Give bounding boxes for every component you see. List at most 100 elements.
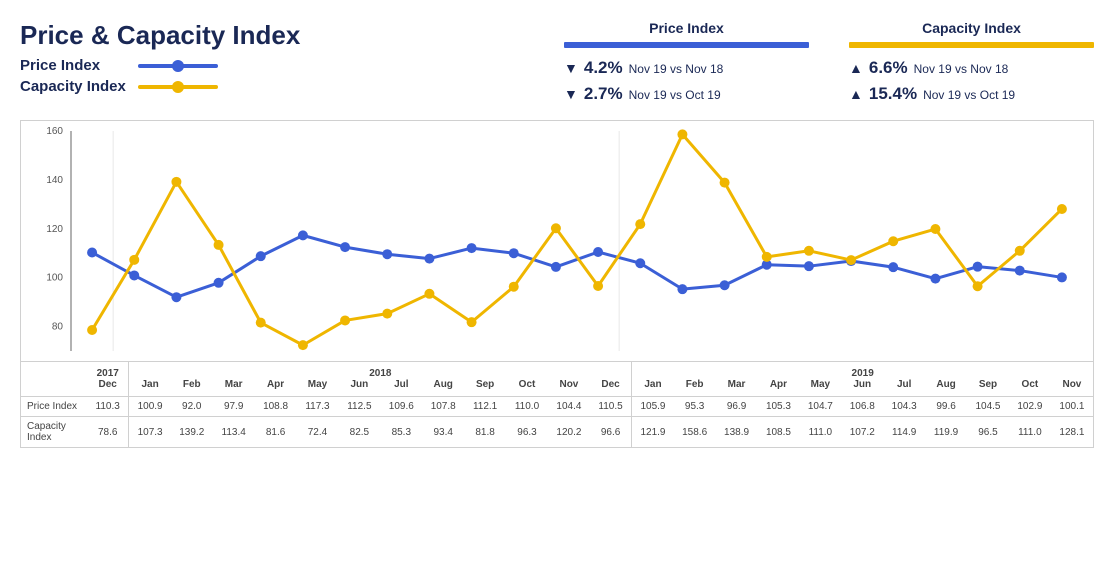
- summary-compare: Nov 19 vs Nov 18: [629, 62, 724, 76]
- summary-title: Capacity Index: [849, 20, 1094, 42]
- month-header: Aug: [422, 379, 464, 397]
- month-header: Jul: [380, 379, 422, 397]
- data-cell: 96.9: [716, 397, 758, 417]
- data-cell: 100.1: [1051, 397, 1093, 417]
- data-cell: 112.1: [464, 397, 506, 417]
- summary-percent: 2.7%: [584, 84, 623, 104]
- svg-text:160: 160: [46, 126, 63, 137]
- data-cell: 78.6: [87, 417, 129, 448]
- summary-compare: Nov 19 vs Oct 19: [629, 88, 721, 102]
- data-cell: 158.6: [674, 417, 716, 448]
- year-header: 2019: [632, 362, 1093, 379]
- data-cell: 96.6: [590, 417, 632, 448]
- data-cell: 104.5: [967, 397, 1009, 417]
- summary-percent: 4.2%: [584, 58, 623, 78]
- data-cell: 139.2: [171, 417, 213, 448]
- row-label: Price Index: [21, 397, 87, 417]
- data-cell: 106.8: [841, 397, 883, 417]
- month-header: Dec: [87, 379, 129, 397]
- data-cell: 81.8: [464, 417, 506, 448]
- data-cell: 95.3: [674, 397, 716, 417]
- data-cell: 110.0: [506, 397, 548, 417]
- month-header: Feb: [674, 379, 716, 397]
- summary-percent: 15.4%: [869, 84, 917, 104]
- month-header: Mar: [213, 379, 255, 397]
- month-header: Jul: [883, 379, 925, 397]
- svg-text:80: 80: [52, 322, 64, 333]
- data-cell: 99.6: [925, 397, 967, 417]
- summary-area: Price Index ▼ 4.2% Nov 19 vs Nov 18 ▼ 2.7% Nov…: [564, 20, 1094, 110]
- legend-item: Capacity Index: [20, 78, 300, 95]
- month-header: Apr: [758, 379, 800, 397]
- data-cell: 110.3: [87, 397, 129, 417]
- table-row: Capacity Index78.6107.3139.2113.481.672.…: [21, 417, 1093, 448]
- summary-stat: ▼ 4.2% Nov 19 vs Nov 18: [564, 58, 809, 78]
- legend-label: Price Index: [20, 57, 128, 74]
- data-cell: 97.9: [213, 397, 255, 417]
- month-header: Apr: [255, 379, 297, 397]
- data-cell: 104.4: [548, 397, 590, 417]
- data-cell: 120.2: [548, 417, 590, 448]
- legend-swatch: [138, 80, 218, 94]
- month-header: Nov: [1051, 379, 1093, 397]
- page-title: Price & Capacity Index: [20, 20, 300, 51]
- month-header: Jun: [338, 379, 380, 397]
- data-cell: 96.3: [506, 417, 548, 448]
- svg-text:100: 100: [46, 273, 63, 284]
- svg-text:120: 120: [46, 224, 63, 235]
- month-header: Aug: [925, 379, 967, 397]
- month-header: Sep: [967, 379, 1009, 397]
- month-header: Mar: [716, 379, 758, 397]
- legend-item: Price Index: [20, 57, 300, 74]
- down-arrow-icon: ▼: [564, 60, 578, 76]
- summary-compare: Nov 19 vs Nov 18: [914, 62, 1009, 76]
- year-header: 2018: [129, 362, 632, 379]
- data-cell: 107.8: [422, 397, 464, 417]
- table-row: Price Index110.3100.992.097.9108.8117.31…: [21, 397, 1093, 417]
- month-header: Jan: [129, 379, 171, 397]
- data-cell: 113.4: [213, 417, 255, 448]
- month-header: Jun: [841, 379, 883, 397]
- summary-bar: [849, 42, 1094, 48]
- data-cell: 110.5: [590, 397, 632, 417]
- month-header: Jan: [632, 379, 674, 397]
- up-arrow-icon: ▲: [849, 86, 863, 102]
- month-header: Oct: [506, 379, 548, 397]
- data-cell: 96.5: [967, 417, 1009, 448]
- down-arrow-icon: ▼: [564, 86, 578, 102]
- year-header: 2017: [87, 362, 129, 379]
- data-cell: 104.7: [799, 397, 841, 417]
- data-cell: 119.9: [925, 417, 967, 448]
- summary-bar: [564, 42, 809, 48]
- data-cell: 105.9: [632, 397, 674, 417]
- data-cell: 105.3: [758, 397, 800, 417]
- data-cell: 111.0: [799, 417, 841, 448]
- summary-column: Price Index ▼ 4.2% Nov 19 vs Nov 18 ▼ 2.7% Nov…: [564, 20, 809, 110]
- row-label: Capacity Index: [21, 417, 87, 448]
- summary-title: Price Index: [564, 20, 809, 42]
- data-cell: 81.6: [255, 417, 297, 448]
- summary-stat: ▲6.6%Nov 19 vs Nov 18: [849, 58, 1094, 78]
- summary-stat: ▼ 2.7% Nov 19 vs Oct 19: [564, 84, 809, 104]
- month-header: Oct: [1009, 379, 1051, 397]
- data-cell: 93.4: [422, 417, 464, 448]
- data-cell: 92.0: [171, 397, 213, 417]
- month-header: May: [799, 379, 841, 397]
- data-cell: 72.4: [297, 417, 339, 448]
- legend-label: Capacity Index: [20, 78, 128, 95]
- data-cell: 138.9: [716, 417, 758, 448]
- month-header: Nov: [548, 379, 590, 397]
- data-table: 201720182019 DecJanFebMarAprMayJunJulAug…: [21, 362, 1093, 447]
- up-arrow-icon: ▲: [849, 60, 863, 76]
- data-cell: 112.5: [338, 397, 380, 417]
- month-header: Feb: [171, 379, 213, 397]
- data-cell: 117.3: [297, 397, 339, 417]
- data-cell: 102.9: [1009, 397, 1051, 417]
- summary-compare: Nov 19 vs Oct 19: [923, 88, 1015, 102]
- legend: Price Index Capacity Index: [20, 57, 300, 95]
- data-cell: 107.2: [841, 417, 883, 448]
- chart-container: 80100120140160: [20, 120, 1094, 362]
- line-chart: 80100120140160: [21, 121, 1093, 361]
- data-cell: 82.5: [338, 417, 380, 448]
- data-cell: 114.9: [883, 417, 925, 448]
